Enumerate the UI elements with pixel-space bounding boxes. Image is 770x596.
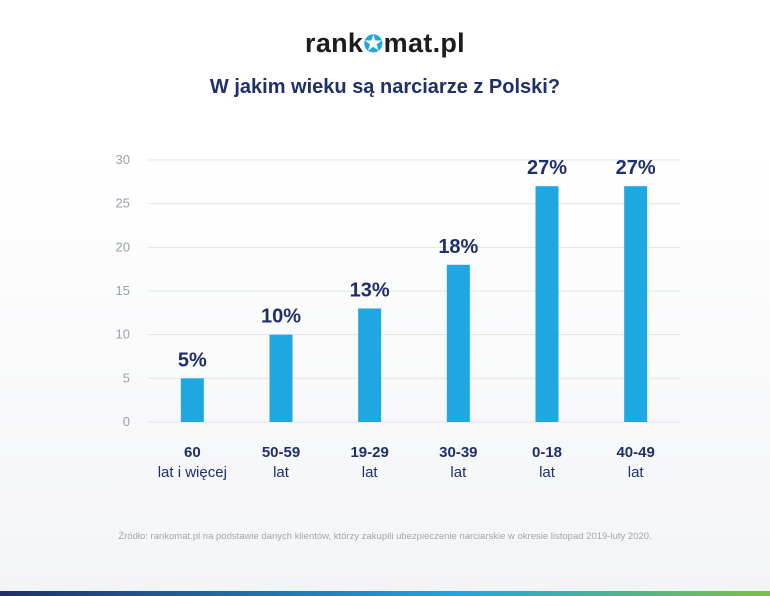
- y-tick-label: 5: [123, 370, 130, 385]
- logo-text-right: mat.pl: [383, 28, 465, 58]
- bar: [180, 378, 204, 422]
- x-tick-label: 19-29: [350, 444, 388, 461]
- x-tick-label: 60: [184, 444, 201, 461]
- y-tick-label: 0: [123, 414, 130, 429]
- y-tick-label: 15: [116, 283, 130, 298]
- data-label: 18%: [438, 236, 478, 258]
- x-tick-sublabel: lat: [539, 464, 556, 481]
- x-tick-sublabel: lat: [362, 464, 379, 481]
- brand-bottom-bar: [0, 591, 770, 596]
- bar: [535, 186, 559, 422]
- source-note: Źródło: rankomat.pl na podstawie danych …: [118, 531, 652, 542]
- y-tick-label: 25: [116, 196, 130, 211]
- brand-logo: rank✪mat.pl: [0, 28, 770, 59]
- x-tick-sublabel: lat i więcej: [158, 464, 227, 481]
- bar: [624, 186, 648, 422]
- y-tick-label: 10: [116, 327, 130, 342]
- bar: [358, 308, 382, 422]
- data-label: 10%: [261, 306, 301, 328]
- y-tick-label: 20: [116, 239, 130, 254]
- x-tick-label: 0-18: [532, 444, 562, 461]
- x-tick-label: 40-49: [616, 444, 654, 461]
- data-label: 5%: [178, 349, 207, 371]
- x-tick-label: 50-59: [262, 444, 300, 461]
- logo-text-left: rank: [305, 28, 364, 58]
- x-tick-sublabel: lat: [273, 464, 290, 481]
- x-tick-label: 30-39: [439, 444, 477, 461]
- chart-title: W jakim wieku są narciarze z Polski?: [209, 76, 561, 98]
- y-tick-label: 30: [116, 152, 130, 167]
- x-tick-sublabel: lat: [628, 464, 645, 481]
- data-label: 13%: [350, 279, 390, 301]
- data-label: 27%: [527, 157, 567, 179]
- data-label: 27%: [616, 157, 656, 179]
- x-tick-sublabel: lat: [450, 464, 467, 481]
- bar: [446, 264, 470, 422]
- bar: [269, 334, 293, 422]
- star-o-icon: ✪: [363, 31, 384, 58]
